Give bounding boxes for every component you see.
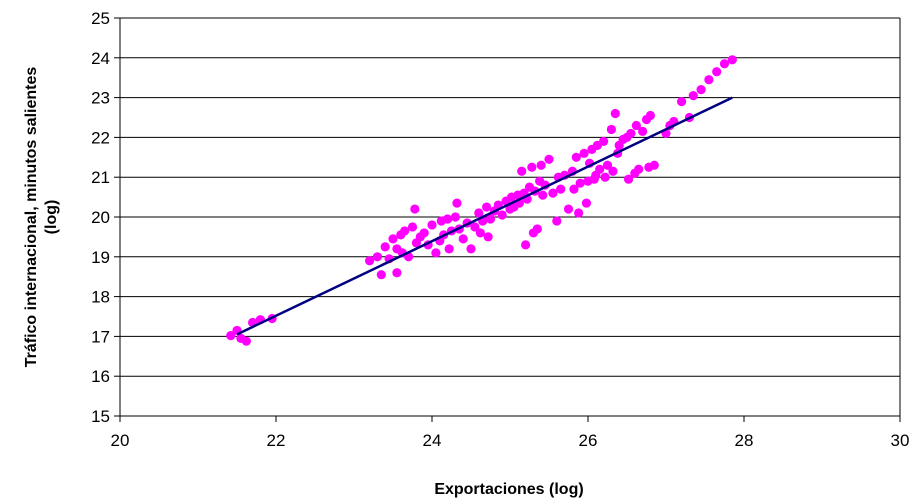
data-point-26 (431, 248, 441, 258)
data-point-88 (595, 164, 605, 174)
y-tick-label-15: 15 (91, 407, 110, 426)
data-point-57 (521, 240, 531, 250)
x-tick-label-20: 20 (111, 431, 130, 450)
data-point-114 (688, 91, 698, 101)
data-point-76 (569, 184, 579, 194)
data-point-3 (241, 336, 251, 346)
y-tick-label-17: 17 (91, 327, 110, 346)
data-point-12 (388, 234, 398, 244)
data-point-19 (407, 222, 418, 232)
x-tick-label-30: 30 (891, 431, 909, 450)
data-point-99 (623, 174, 634, 184)
y-axis-label-group: Tráfico internacional, minutos salientes… (23, 67, 60, 368)
data-point-69 (548, 188, 558, 198)
data-point-8 (372, 252, 382, 262)
data-point-100 (626, 128, 636, 139)
data-point-66 (538, 190, 548, 200)
data-point-91 (602, 160, 613, 170)
data-point-48 (497, 210, 507, 220)
tick-labels: 15 16 17 18 19 20 21 22 23 24 25 20 22 24 26 28 30 (91, 9, 909, 450)
x-tick-label-28: 28 (735, 431, 754, 450)
y-tick-label-16: 16 (91, 367, 110, 386)
y-axis-label-line1: Tráfico internacional, minutos salientes (23, 67, 40, 368)
data-point-72 (556, 184, 566, 194)
y-tick-label-23: 23 (91, 89, 110, 108)
trend-line (236, 96, 733, 336)
data-point-31 (444, 244, 454, 254)
data-point-34 (452, 198, 462, 208)
data-point-13 (392, 268, 402, 278)
y-tick-label-18: 18 (91, 288, 110, 307)
data-point-104 (638, 126, 648, 137)
data-point-115 (696, 85, 706, 95)
x-tick-label-24: 24 (423, 431, 442, 450)
data-point-112 (677, 96, 687, 107)
data-point-41 (475, 228, 485, 238)
axes (114, 17, 901, 422)
data-point-77 (571, 152, 581, 162)
data-point-9 (376, 270, 386, 280)
data-point-79 (575, 178, 585, 188)
y-tick-label-25: 25 (91, 9, 110, 28)
data-point-36 (458, 234, 468, 244)
y-tick-label-24: 24 (91, 49, 110, 68)
data-point-119 (727, 55, 737, 65)
gridlines (120, 17, 901, 416)
data-point-93 (608, 166, 618, 176)
data-point-118 (719, 59, 730, 69)
data-point-39 (470, 222, 480, 232)
data-point-92 (606, 124, 617, 135)
data-point-80 (579, 148, 589, 158)
data-point-68 (544, 154, 554, 164)
data-point-65 (536, 160, 546, 170)
data-point-7 (365, 256, 375, 266)
data-point-63 (532, 224, 542, 234)
data-point-17 (400, 226, 410, 236)
data-point-117 (712, 67, 722, 77)
data-point-23 (419, 228, 429, 238)
data-point-40 (474, 208, 484, 218)
data-point-38 (466, 244, 476, 254)
data-point-60 (527, 162, 537, 172)
data-point-90 (600, 172, 610, 182)
data-point-55 (517, 166, 527, 176)
data-point-25 (427, 220, 437, 230)
y-tick-label-22: 22 (91, 128, 110, 147)
data-point-107 (645, 110, 656, 121)
y-tick-label-21: 21 (91, 168, 110, 187)
data-point-116 (704, 75, 714, 85)
data-point-94 (610, 108, 620, 119)
data-point-81 (581, 198, 592, 208)
x-tick-label-26: 26 (579, 431, 598, 450)
data-point-89 (599, 136, 609, 146)
y-tick-label-19: 19 (91, 248, 110, 267)
data-point-44 (483, 232, 493, 242)
x-tick-label-22: 22 (267, 431, 286, 450)
y-axis-label-line2: (log) (43, 200, 60, 235)
data-point-33 (450, 212, 460, 222)
data-point-102 (631, 120, 641, 131)
data-point-78 (574, 208, 584, 218)
data-point-20 (410, 204, 420, 214)
data-point-70 (552, 216, 562, 226)
data-point-74 (563, 204, 574, 214)
x-axis-label: Exportaciones (log) (434, 481, 583, 498)
data-point-103 (634, 164, 644, 174)
trend-line-group (236, 96, 733, 336)
data-point-0 (226, 331, 236, 341)
data-point-45 (485, 214, 496, 224)
data-point-10 (380, 242, 390, 252)
data-point-43 (482, 202, 492, 212)
y-tick-label-20: 20 (91, 208, 110, 227)
data-point-108 (649, 160, 659, 170)
data-point-30 (443, 214, 453, 224)
